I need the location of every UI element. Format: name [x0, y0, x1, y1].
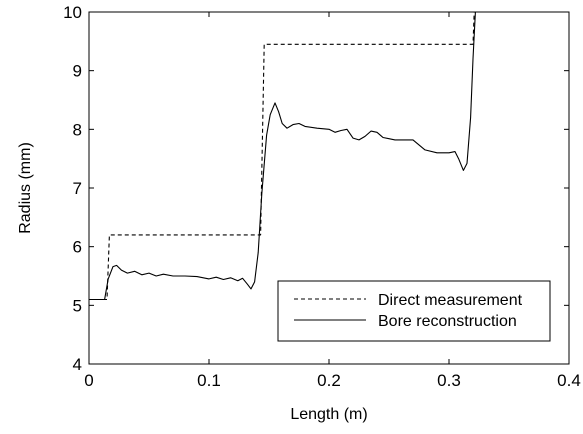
x-tick-label: 0.3: [437, 371, 461, 390]
legend-box: [277, 280, 551, 342]
y-tick-label: 7: [73, 179, 82, 198]
x-axis-label: Length (m): [290, 406, 367, 423]
y-tick-label: 4: [73, 355, 82, 374]
x-tick-label: 0.2: [317, 371, 341, 390]
y-axis-label: Radius (mm): [17, 142, 34, 234]
legend-label: Direct measurement: [378, 292, 523, 309]
series-line-bore-reconstruction: [89, 12, 476, 301]
legend-label: Bore reconstruction: [378, 313, 517, 330]
x-tick-label: 0.1: [197, 371, 221, 390]
y-tick-label: 8: [73, 120, 82, 139]
legend: Direct measurement Bore reconstruction: [277, 280, 551, 342]
y-tick-label: 5: [73, 296, 82, 315]
y-tick-label: 6: [73, 238, 82, 257]
x-tick-label: 0.4: [557, 371, 581, 390]
axes-layer: 0 0.1 0.2 0.3 0.4 4 5 6 7 8 9 10 Length (m) Radius (m…: [17, 3, 581, 423]
series-line-direct-measurement: [89, 12, 475, 301]
series-layer: [89, 12, 476, 301]
y-tick-label: 9: [73, 62, 82, 81]
x-tick-label: 0: [84, 371, 93, 390]
y-tick-label: 10: [63, 3, 82, 22]
